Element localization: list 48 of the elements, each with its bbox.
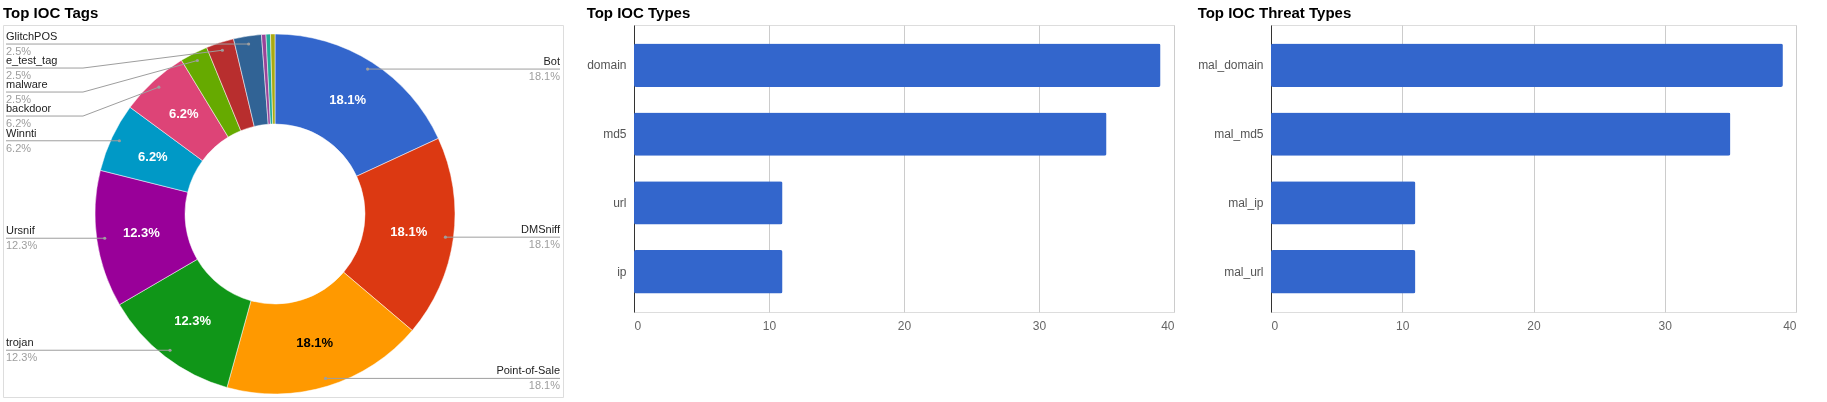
y-tick-label: domain	[587, 58, 627, 73]
chart-title: Top IOC Threat Types	[1197, 4, 1352, 21]
x-tick-label: 20	[897, 318, 912, 333]
text: 6.2%	[6, 141, 32, 154]
slice-label: DMSniff	[521, 223, 561, 236]
chart-title: Top IOC Types	[586, 4, 691, 21]
bar	[634, 43, 1161, 87]
bar	[1271, 112, 1731, 156]
bar	[1271, 43, 1783, 87]
data-label: 18.1%	[329, 92, 367, 108]
data-label: 18.1%	[296, 335, 334, 351]
y-tick-label: mal_url	[1224, 264, 1264, 279]
slice-label: Point-of-Sale	[496, 364, 560, 377]
text: 12.3%	[6, 351, 38, 364]
chart-title: Top IOC Tags	[3, 4, 99, 21]
y-tick-label: mal_md5	[1214, 127, 1264, 142]
text: 18.1%	[528, 379, 560, 392]
data-label: 18.1%	[390, 224, 428, 240]
x-tick-label: 0	[634, 318, 642, 333]
x-tick-label: 30	[1658, 318, 1673, 333]
x-tick-label: 0	[1271, 318, 1279, 333]
y-tick-label: url	[613, 195, 627, 210]
bar	[634, 112, 1107, 156]
y-tick-label: mal_ip	[1228, 195, 1264, 210]
bar	[1271, 181, 1416, 225]
slice-label: trojan	[6, 336, 34, 349]
data-label: 12.3%	[174, 312, 212, 328]
x-tick-label: 10	[762, 318, 777, 333]
x-tick-label: 10	[1396, 318, 1410, 333]
slice-label: Bot	[543, 55, 560, 68]
y-tick-label: mal_domain	[1198, 58, 1264, 73]
y-tick-label: ip	[617, 264, 627, 279]
bar	[634, 181, 783, 225]
slice-label: GlitchPOS	[6, 30, 58, 43]
text: 18.1%	[528, 238, 560, 251]
x-tick-label: 40	[1161, 318, 1175, 333]
bar	[634, 250, 783, 294]
data-label: 6.2%	[169, 106, 200, 122]
data-label: 6.2%	[138, 148, 169, 164]
text: 12.3%	[6, 239, 38, 252]
text: 18.1%	[528, 70, 560, 83]
y-tick-label: md5	[603, 127, 627, 142]
slice-label: Ursnif	[6, 224, 36, 237]
data-label: 12.3%	[122, 225, 161, 241]
bar	[1271, 250, 1416, 294]
x-tick-label: 20	[1527, 318, 1541, 333]
x-tick-label: 40	[1783, 318, 1797, 333]
x-tick-label: 30	[1032, 318, 1047, 333]
